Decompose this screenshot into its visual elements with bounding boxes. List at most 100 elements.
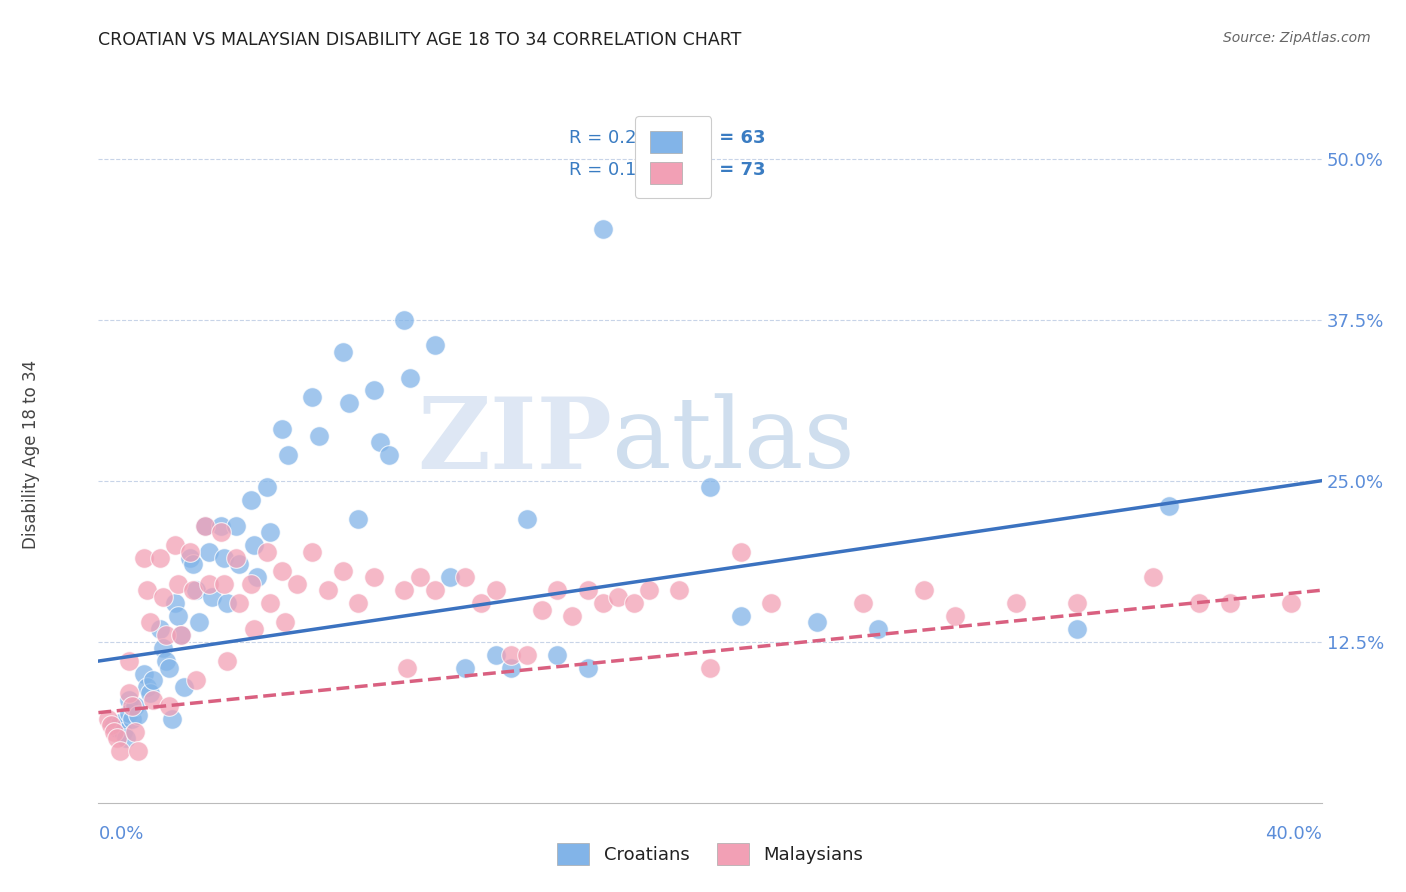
Point xyxy=(270,564,292,578)
Point xyxy=(316,583,339,598)
Point xyxy=(347,596,370,610)
Point xyxy=(160,712,183,726)
Point xyxy=(396,660,419,674)
Point xyxy=(852,596,875,610)
Point xyxy=(516,648,538,662)
Point xyxy=(1142,570,1164,584)
Point xyxy=(592,222,614,236)
Point xyxy=(170,628,193,642)
Point xyxy=(256,480,278,494)
Point xyxy=(149,551,172,566)
Point xyxy=(576,583,599,598)
Point xyxy=(1157,500,1180,514)
Point xyxy=(186,673,208,688)
Point xyxy=(142,692,165,706)
Point xyxy=(115,731,138,746)
Point xyxy=(259,525,281,540)
Point xyxy=(454,570,477,584)
Point xyxy=(121,712,143,726)
Point xyxy=(179,544,201,558)
Point xyxy=(212,551,235,566)
Point xyxy=(157,660,180,674)
Point xyxy=(308,428,330,442)
Point xyxy=(423,338,446,352)
Point xyxy=(149,622,172,636)
Point xyxy=(167,576,190,591)
Point xyxy=(215,654,238,668)
Point xyxy=(139,686,162,700)
Point xyxy=(546,583,568,598)
Point xyxy=(868,622,890,636)
Point xyxy=(243,622,266,636)
Text: 40.0%: 40.0% xyxy=(1265,825,1322,843)
Text: CROATIAN VS MALAYSIAN DISABILITY AGE 18 TO 34 CORRELATION CHART: CROATIAN VS MALAYSIAN DISABILITY AGE 18 … xyxy=(98,31,742,49)
Point xyxy=(108,744,131,758)
Point xyxy=(212,576,235,591)
Point xyxy=(363,570,385,584)
Point xyxy=(197,576,219,591)
Point xyxy=(1004,596,1026,610)
Point xyxy=(668,583,690,598)
Point xyxy=(181,583,204,598)
Point xyxy=(155,628,177,642)
Point xyxy=(209,525,232,540)
Point xyxy=(163,538,186,552)
Point xyxy=(363,384,385,398)
Point xyxy=(332,564,354,578)
Point xyxy=(270,422,292,436)
Point xyxy=(392,312,416,326)
Point xyxy=(912,583,935,598)
Point xyxy=(124,725,146,739)
Point xyxy=(285,576,308,591)
Point xyxy=(246,570,269,584)
Point xyxy=(485,583,508,598)
Point xyxy=(240,576,263,591)
Point xyxy=(1279,596,1302,610)
Point xyxy=(134,551,156,566)
Legend: Croatians, Malaysians: Croatians, Malaysians xyxy=(548,834,872,874)
Point xyxy=(111,725,134,739)
Point xyxy=(118,686,141,700)
Point xyxy=(200,590,222,604)
Point xyxy=(592,596,614,610)
Text: R = 0.216: R = 0.216 xyxy=(569,129,659,147)
Point xyxy=(530,602,553,616)
Point xyxy=(637,583,661,598)
Text: ZIP: ZIP xyxy=(418,392,612,490)
Text: R = 0.198: R = 0.198 xyxy=(569,161,659,178)
Point xyxy=(103,725,125,739)
Point xyxy=(699,660,721,674)
Point xyxy=(347,512,370,526)
Point xyxy=(501,660,523,674)
Point xyxy=(485,648,508,662)
Point xyxy=(561,609,583,624)
Point xyxy=(730,544,752,558)
Point xyxy=(516,512,538,526)
Point xyxy=(301,544,323,558)
Text: atlas: atlas xyxy=(612,393,855,489)
Point xyxy=(337,396,360,410)
Point xyxy=(139,615,162,630)
Point xyxy=(576,660,599,674)
Point xyxy=(243,538,266,552)
Point xyxy=(699,480,721,494)
Point xyxy=(181,558,204,572)
Point xyxy=(623,596,645,610)
Point xyxy=(1188,596,1211,610)
Text: N = 63: N = 63 xyxy=(697,129,765,147)
Point xyxy=(167,609,190,624)
Text: N = 73: N = 73 xyxy=(697,161,765,178)
Point xyxy=(124,699,146,714)
Point xyxy=(121,699,143,714)
Point xyxy=(103,718,125,732)
Point xyxy=(332,344,354,359)
Point xyxy=(194,518,217,533)
Point xyxy=(136,583,159,598)
Point xyxy=(163,596,186,610)
Point xyxy=(546,648,568,662)
Point xyxy=(228,596,250,610)
Point xyxy=(127,708,149,723)
Point xyxy=(806,615,828,630)
Point xyxy=(197,544,219,558)
Text: 0.0%: 0.0% xyxy=(98,825,143,843)
